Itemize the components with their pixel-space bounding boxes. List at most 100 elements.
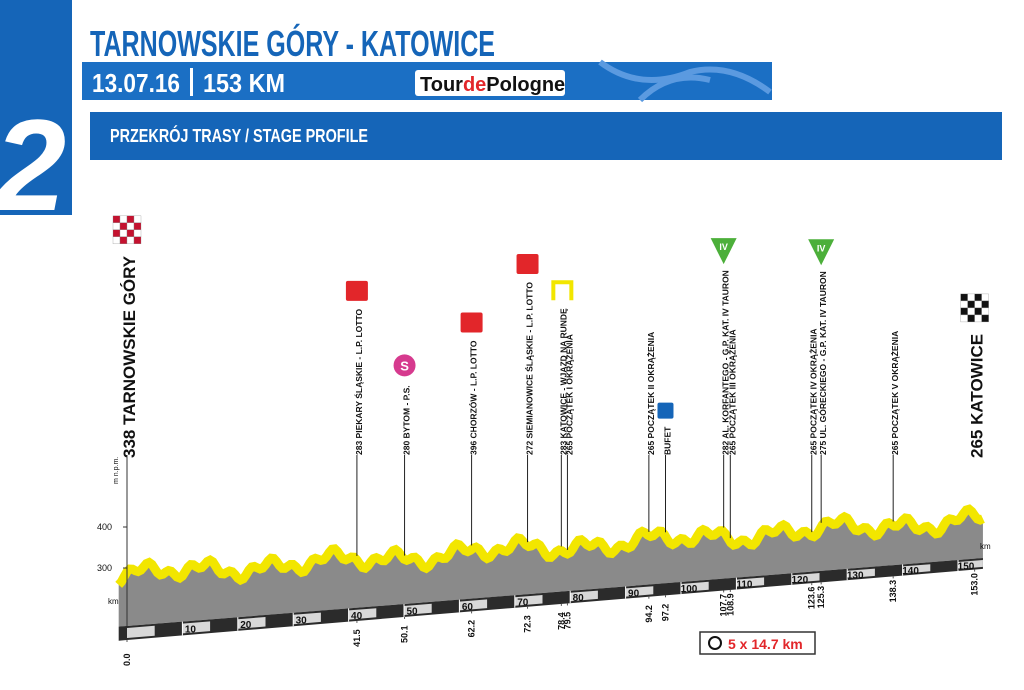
- km-marker-label: 153.0: [970, 573, 980, 596]
- circuit-label: 5 x 14.7 km: [728, 636, 803, 652]
- circuit-box: 5 x 14.7 km: [699, 631, 816, 655]
- circuit-icon: [551, 280, 574, 301]
- waypoint-label: 265 POCZĄTEK II OKRĄŻENIA: [646, 332, 656, 455]
- km-tick-label: 110: [736, 580, 753, 591]
- elevation-tick-label: 300: [97, 563, 112, 573]
- km-tick-label: 140: [902, 566, 919, 577]
- km-marker-label: 0.0: [122, 653, 132, 666]
- waypoint-label: 282 AL. KORFANTEGO - G.P. KAT. IV TAURON: [721, 270, 731, 455]
- km-marker-label: 72.3: [523, 615, 533, 633]
- road-stripe: [459, 599, 488, 611]
- road-stripe: [237, 617, 266, 629]
- flag-cell: [126, 222, 135, 231]
- sprint-icon: [345, 280, 368, 301]
- logo-bg: [415, 70, 565, 96]
- special-icon-label: S: [400, 358, 409, 373]
- kom-icon: [808, 239, 835, 266]
- flag-cell: [126, 215, 135, 224]
- km-marker-label: 50.1: [400, 625, 410, 643]
- km-marker-label: 97.2: [660, 604, 670, 622]
- waypoint-label: 265 POCZĄTEK III OKRĄŻENIA: [727, 329, 737, 455]
- waypoint-label: 265 POCZĄTEK I OKRĄŻENIA: [564, 334, 574, 455]
- flag-cell: [981, 314, 989, 323]
- logo-tour: Tour: [420, 74, 463, 96]
- flag-cell: [119, 229, 128, 238]
- road-stripe: [625, 586, 654, 597]
- distance-unit: km: [108, 597, 119, 606]
- kom-icon: [710, 238, 737, 265]
- waypoint-label: 272 SIEMIANOWICE ŚLĄSKIE - L.P. LOTTO: [524, 282, 535, 455]
- waypoint-label: 283 PIEKARY ŚLĄSKIE - L.P. LOTTO: [353, 309, 364, 455]
- road-stripe: [902, 564, 931, 574]
- elevation-tick-label: 400: [97, 522, 112, 532]
- km-tick-label: 30: [296, 616, 308, 627]
- road-stripe: [127, 625, 155, 638]
- section-title: PRZEKRÓJ TRASY / STAGE PROFILE: [110, 125, 368, 146]
- road-stripe: [293, 612, 321, 625]
- flag-cell: [981, 307, 989, 316]
- flag-cell: [133, 229, 142, 238]
- waypoint-label: 265 POCZĄTEK V OKRĄŻENIA: [890, 331, 900, 455]
- km-tick-label: 130: [847, 571, 864, 582]
- circuit-icon: [708, 636, 722, 650]
- kom-icon-label: IV: [817, 243, 826, 253]
- flag-cell: [112, 236, 121, 245]
- flag-cell: [960, 314, 968, 323]
- flag-cell: [126, 236, 135, 245]
- stage-date: 13.07.16: [92, 68, 180, 98]
- logo: TourdePologne: [415, 70, 565, 96]
- km-marker-label: 123.6: [807, 587, 817, 610]
- flag-cell: [974, 314, 982, 323]
- stage-title: TARNOWSKIE GÓRY - KATOWICE: [90, 22, 495, 64]
- flag-cell: [974, 293, 982, 302]
- stage-number: 2: [0, 92, 66, 238]
- km-tick-label: 70: [517, 598, 529, 609]
- profile: 10 20 30 40 50 60 70 80 90 100 110 120 130 140 150 300 4…: [97, 215, 991, 666]
- km-tick-label: 150: [958, 562, 975, 573]
- flag-cell: [967, 307, 975, 316]
- flag-cell: [960, 300, 968, 309]
- sprint-icon: [460, 312, 483, 333]
- flag-cell: [119, 236, 128, 245]
- road-stripe: [847, 568, 875, 579]
- km-marker-label: 78.4: [556, 612, 566, 630]
- road: [118, 558, 983, 641]
- circuit-frame: [699, 631, 816, 655]
- road-stripe: [514, 595, 543, 606]
- km-tick-label: 120: [791, 575, 808, 586]
- sprint-icon: [516, 253, 539, 274]
- flag-cell: [967, 300, 975, 309]
- waypoint-label: 280 BYTOM - P.S.: [402, 385, 412, 455]
- flag-cell: [960, 293, 968, 302]
- km-marker-label: 107.7: [719, 594, 729, 617]
- terrain: [118, 509, 983, 627]
- logo-de: de: [463, 74, 486, 96]
- flag-cell: [960, 307, 968, 316]
- flag-cell: [133, 222, 142, 231]
- km-tick-label: 50: [406, 607, 418, 618]
- feed-icon: [657, 402, 674, 419]
- km-tick-label: 60: [462, 602, 474, 613]
- flag-cell: [974, 307, 982, 316]
- flag-cell: [967, 314, 975, 323]
- km-marker-label: 125.3: [816, 586, 826, 609]
- flag-cell: [133, 236, 142, 245]
- km-tick-label: 90: [628, 589, 640, 600]
- road-stripe: [404, 603, 432, 615]
- road-stripe: [736, 577, 765, 588]
- km-tick-label: 10: [185, 625, 197, 636]
- band-decoration: [598, 59, 772, 103]
- logo-text: TourdePologne: [420, 74, 565, 96]
- finish-flag: [960, 293, 989, 323]
- start-label: 338 TARNOWSKIE GÓRY: [120, 255, 139, 458]
- km-tick-label: 100: [681, 584, 698, 595]
- road-stripe: [348, 608, 377, 620]
- km-tick-label: 80: [573, 593, 585, 604]
- road-stripe: [681, 581, 709, 592]
- flag-cell: [112, 229, 121, 238]
- km-marker-label: 79.5: [562, 612, 572, 630]
- flag-cell: [967, 293, 975, 302]
- km-marker-label: 41.5: [352, 629, 362, 647]
- section-bar: [90, 112, 1002, 160]
